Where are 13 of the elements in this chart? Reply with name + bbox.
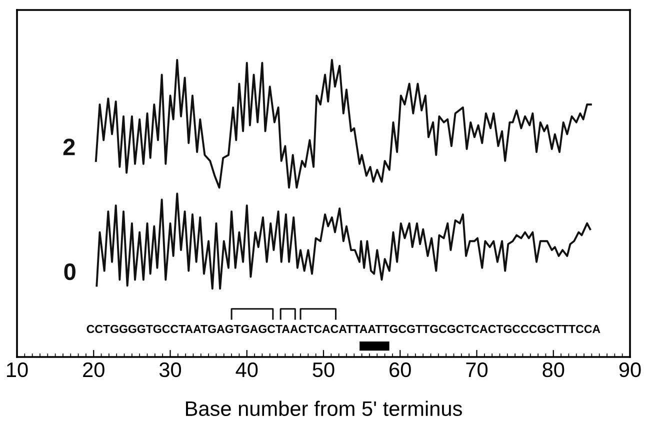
- x-tick-label: 80: [542, 362, 564, 378]
- series-label: 2: [63, 138, 75, 156]
- annotation: CCTGGGGTGCCTAATGAGTGAGCTAACTCACATTAATTGCGTTGCGCTCACTGCCCGCTTTCCA: [86, 324, 600, 334]
- x-tick-label: 10: [7, 362, 28, 378]
- x-tick-label: 70: [466, 362, 488, 378]
- x-tick-label: 90: [619, 362, 641, 378]
- x-tick-label: 60: [390, 362, 411, 378]
- x-tick-label: 20: [83, 362, 104, 378]
- series-label: 0: [64, 263, 76, 280]
- x-tick-label: 40: [236, 362, 258, 378]
- x-tick-label: 50: [312, 362, 334, 378]
- x-tick-label: 30: [159, 362, 182, 378]
- x-axis-title: Base number from 5' terminus: [186, 400, 462, 416]
